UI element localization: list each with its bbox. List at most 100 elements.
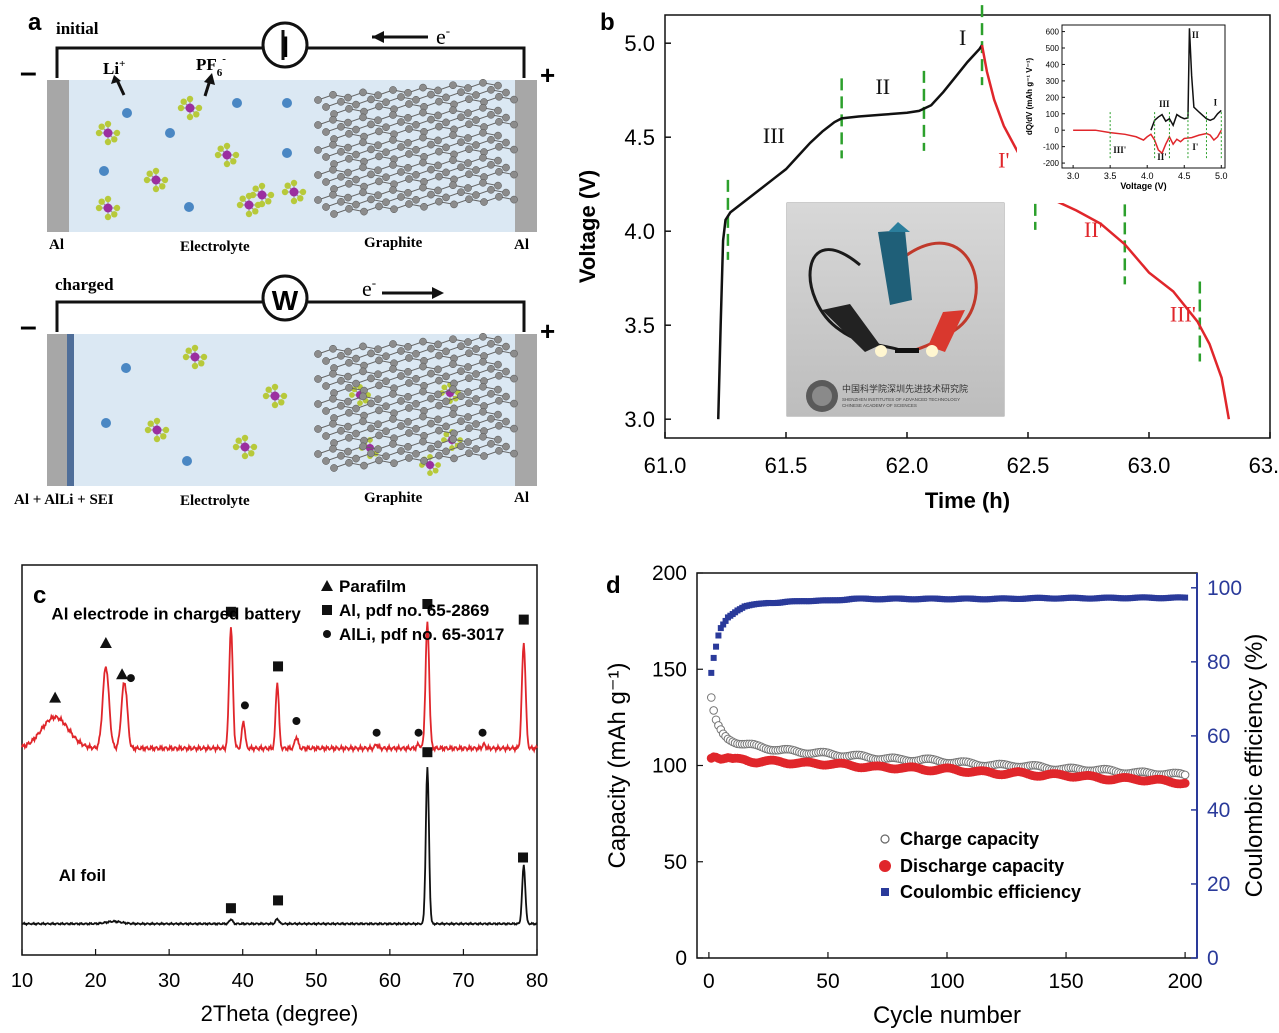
- li-pointer-arrow: [115, 79, 126, 96]
- carbon-atom: [472, 395, 480, 403]
- carbon-atom: [449, 410, 457, 419]
- carbon-atom: [435, 172, 443, 181]
- carbon-atom: [510, 145, 518, 154]
- carbon-atom: [502, 367, 510, 376]
- x-tick-label: 61.0: [644, 453, 687, 478]
- carbon-atom: [404, 367, 412, 376]
- x-tick-label: 80: [526, 970, 548, 992]
- carbon-atom: [435, 376, 443, 385]
- carbon-atom: [329, 419, 337, 428]
- carbon-atom: [464, 84, 472, 92]
- inset-y-tick-label: -200: [1043, 159, 1060, 168]
- carbon-atom: [494, 131, 502, 140]
- fluorine-atom: [271, 401, 279, 409]
- al-cathode-top: [515, 80, 537, 232]
- fluorine-atom: [235, 437, 242, 444]
- state-initial-label: initial: [56, 19, 99, 38]
- series-filled-circle: [706, 752, 1190, 789]
- fluorine-atom: [250, 443, 258, 451]
- carbon-atom: [450, 454, 458, 463]
- fluorine-atom: [351, 386, 358, 393]
- carbon-atom: [405, 404, 413, 412]
- carbon-atom: [494, 335, 502, 344]
- carbon-atom: [510, 424, 518, 433]
- pf6-ion-label: PF6-: [196, 53, 226, 79]
- carbon-atom: [510, 170, 518, 179]
- fluorine-atom: [111, 211, 118, 218]
- y2-tick-label: 0: [1207, 947, 1219, 970]
- fluorine-atom: [297, 195, 304, 202]
- inset-y-axis-label: dQ/dV (mAh g⁻¹ V⁻¹): [1025, 58, 1034, 136]
- carbon-atom: [345, 358, 353, 367]
- carbon-atom: [314, 375, 322, 383]
- carbon-atom: [404, 442, 412, 451]
- fluorine-atom: [162, 426, 170, 434]
- carbon-atom: [457, 392, 465, 401]
- fluorine-atom: [98, 198, 105, 205]
- carbon-atom: [457, 88, 465, 97]
- carbon-atom: [457, 163, 465, 172]
- fluorine-atom: [267, 191, 275, 199]
- carbon-atom: [389, 390, 397, 398]
- x-axis-label: Cycle number: [873, 1002, 1021, 1028]
- carbon-atom: [449, 435, 457, 444]
- carbon-atom: [434, 136, 442, 145]
- fluorine-atom: [245, 192, 253, 200]
- region-label: I: [959, 25, 966, 50]
- carbon-atom: [322, 432, 330, 440]
- fluorine-atom: [265, 386, 272, 393]
- peak-marker-circle: [292, 717, 301, 725]
- phosphorus-atom: [270, 391, 280, 401]
- fluorine-atom: [104, 120, 112, 128]
- fluorine-atom: [252, 185, 259, 192]
- carbon-atom: [449, 131, 457, 140]
- carbon-atom: [464, 413, 472, 421]
- pattern-annotation: Al foil: [59, 866, 106, 885]
- xrd-pattern-foil: [21, 767, 538, 927]
- carbon-atom: [502, 342, 510, 351]
- legend-label: Coulombic efficiency: [900, 882, 1081, 902]
- x-tick-label: 50: [816, 970, 839, 993]
- x-tick-label: 0: [703, 970, 715, 993]
- electron-arrowhead-bottom: [432, 287, 444, 299]
- carbon-atom: [344, 347, 352, 356]
- carbon-atom: [337, 97, 345, 106]
- carbon-atom: [345, 408, 353, 417]
- fluorine-atom: [357, 400, 363, 406]
- y-tick-label: 0: [675, 947, 687, 970]
- carbon-atom: [434, 390, 442, 399]
- fluorine-atom: [152, 167, 160, 175]
- carbon-atom: [495, 346, 503, 355]
- carbon-atom: [487, 160, 495, 169]
- label-al-left-top: Al: [49, 237, 64, 253]
- plot-frame: [664, 14, 1271, 439]
- led-left: [875, 345, 887, 357]
- carbon-atom: [404, 417, 412, 426]
- label-al-right-bottom: Al: [514, 490, 529, 506]
- inset-x-tick-label: 3.0: [1067, 171, 1080, 181]
- carbon-atom: [367, 120, 375, 129]
- electron-arrowhead-top: [372, 31, 384, 43]
- carbon-atom: [405, 100, 413, 108]
- negative-terminal-top: –: [20, 56, 37, 89]
- carbon-atom: [322, 357, 330, 365]
- fluorine-atom: [217, 145, 224, 152]
- panel-d: d 0 50 100 150 200 0 50 100 150 200 0 20 40 60 80 100 Cy…: [560, 555, 1279, 1029]
- li-ion: [101, 418, 111, 428]
- carbon-atom: [487, 389, 495, 398]
- carbon-atom: [464, 134, 472, 142]
- peak-marker-circle: [478, 728, 487, 737]
- carbon-atom: [457, 417, 465, 426]
- carbon-atom: [427, 444, 435, 453]
- carbon-atom: [442, 93, 450, 102]
- pf6-ion: [236, 192, 262, 218]
- carbon-atom: [337, 197, 345, 206]
- coulombic-efficiency-point: [722, 617, 729, 624]
- fluorine-atom: [160, 433, 167, 440]
- carbon-atom: [472, 370, 480, 378]
- legend-label: Al, pdf no. 65-2869: [339, 601, 489, 620]
- alli-sei-layer: [67, 334, 74, 486]
- carbon-atom: [502, 163, 510, 172]
- carbon-atom: [404, 88, 412, 97]
- phosphorus-atom: [151, 175, 161, 185]
